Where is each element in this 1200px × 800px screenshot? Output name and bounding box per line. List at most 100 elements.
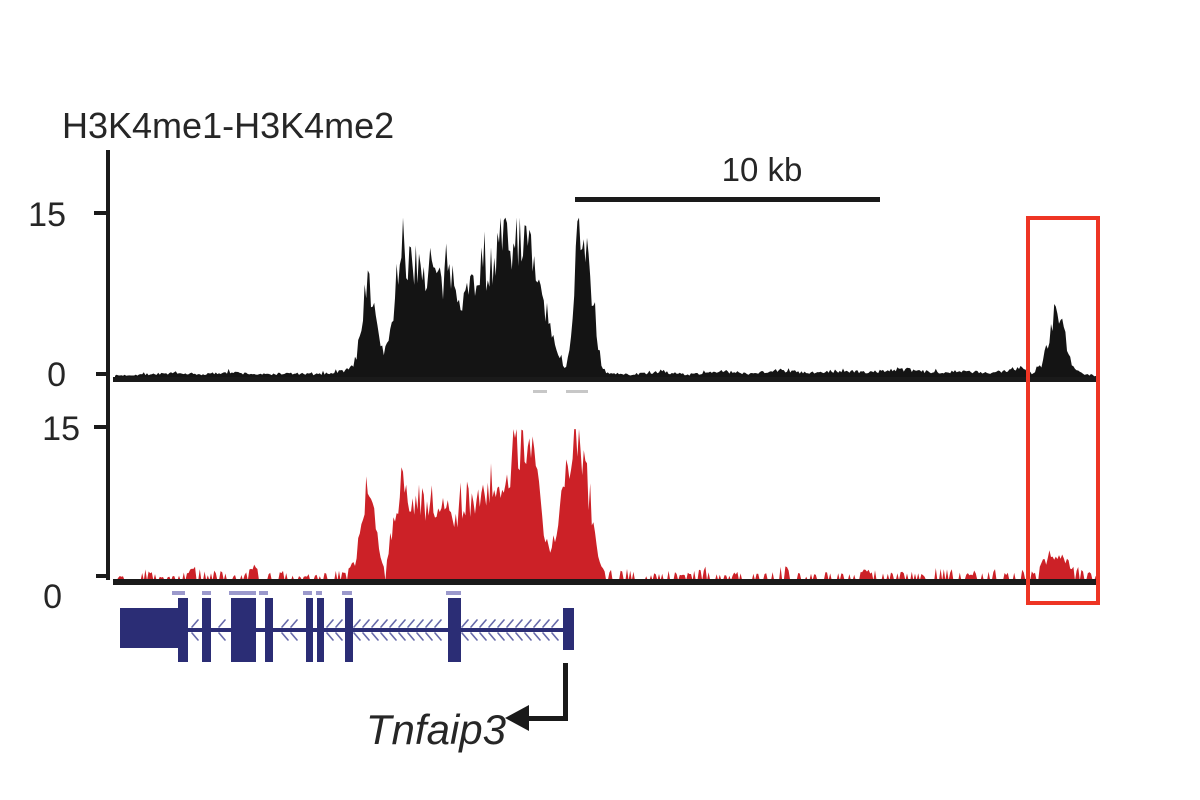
exon xyxy=(345,598,353,662)
intron-chevron xyxy=(389,619,397,628)
annotation-dash xyxy=(172,591,185,595)
intron-chevron xyxy=(398,619,406,628)
intron-chevron xyxy=(326,619,334,628)
intron-chevron xyxy=(542,632,550,641)
intron-chevron xyxy=(488,632,496,641)
intron-chevron xyxy=(353,619,361,628)
scale-bar-label: 10 kb xyxy=(722,151,803,188)
scale-bar: 10 kb xyxy=(575,151,880,202)
signal-area-2 xyxy=(115,429,1098,581)
y-tick-label-0-track1: 0 xyxy=(47,356,66,394)
tss-arrow xyxy=(505,663,568,731)
intron-chevron xyxy=(281,619,289,628)
intron-chevron xyxy=(380,619,388,628)
intron-chevron xyxy=(380,632,388,641)
baseline-smudge xyxy=(533,390,547,393)
intron-chevron xyxy=(506,632,514,641)
baseline-smudge xyxy=(566,390,588,393)
intron-chevron xyxy=(281,632,289,641)
intron-chevron xyxy=(506,619,514,628)
intron-chevron xyxy=(371,619,379,628)
intron-chevron xyxy=(416,619,424,628)
intron-chevron xyxy=(551,632,559,641)
intron-chevron xyxy=(218,632,226,641)
intron-chevron xyxy=(425,619,433,628)
intron-chevron xyxy=(335,632,343,641)
y-tick-0-track2 xyxy=(96,574,108,578)
intron-chevron xyxy=(335,619,343,628)
intron-chevron xyxy=(362,632,370,641)
annotation-dash xyxy=(446,591,461,595)
intron-chevron xyxy=(416,632,424,641)
exon xyxy=(317,598,324,662)
tss-arrow-vertical xyxy=(563,663,568,721)
annotation-dash xyxy=(202,591,211,595)
annotation-dash xyxy=(316,591,322,595)
intron-chevron xyxy=(434,632,442,641)
intron-chevron xyxy=(398,632,406,641)
track1-baseline xyxy=(113,377,1099,382)
y-axis: 15 0 15 0 xyxy=(28,150,110,616)
intron-line xyxy=(178,628,573,632)
chipseq-track-red xyxy=(115,429,1098,581)
exon xyxy=(306,598,313,662)
tss-arrow-horizontal xyxy=(519,716,568,721)
exon xyxy=(178,598,188,662)
intron-chevron xyxy=(290,619,298,628)
intron-chevron xyxy=(542,619,550,628)
y-tick-label-15-track1: 15 xyxy=(28,196,66,234)
intron-chevron xyxy=(470,619,478,628)
intron-chevron xyxy=(362,619,370,628)
exon xyxy=(120,608,178,648)
intron-chevron xyxy=(371,632,379,641)
y-tick-15-track2 xyxy=(94,425,108,429)
intron-chevron xyxy=(290,632,298,641)
intron-chevron xyxy=(515,619,523,628)
intron-chevron xyxy=(470,632,478,641)
intron-chevron xyxy=(479,619,487,628)
intron-chevron xyxy=(191,632,199,641)
intron-chevron xyxy=(434,619,442,628)
exon xyxy=(448,598,461,662)
intron-chevron xyxy=(407,632,415,641)
intron-chevron xyxy=(425,632,433,641)
chipseq-track-black xyxy=(115,217,1098,380)
scale-bar-line xyxy=(575,197,880,202)
y-tick-label-0-track2: 0 xyxy=(43,578,62,616)
y-tick-0-track1 xyxy=(96,372,108,376)
gene-model-tnfaip3 xyxy=(120,591,574,662)
intron-chevron xyxy=(533,619,541,628)
tss-arrowhead-icon xyxy=(505,705,529,731)
y-tick-label-15-track2: 15 xyxy=(42,410,80,448)
exon xyxy=(231,598,256,662)
annotation-dash xyxy=(342,591,352,595)
intron-chevron xyxy=(218,619,226,628)
highlight-box xyxy=(1026,216,1100,605)
track2-baseline xyxy=(113,579,1099,585)
intron-chevron xyxy=(524,619,532,628)
intron-chevron xyxy=(479,632,487,641)
intron-chevron xyxy=(326,632,334,641)
intron-chevron xyxy=(497,619,505,628)
intron-chevron xyxy=(461,619,469,628)
intron-chevron xyxy=(389,632,397,641)
intron-chevron xyxy=(497,632,505,641)
signal-area-1 xyxy=(115,217,1098,380)
intron-chevron xyxy=(533,632,541,641)
figure-title: H3K4me1-H3K4me2 xyxy=(62,105,394,146)
intron-chevron xyxy=(551,619,559,628)
intron-chevron xyxy=(488,619,496,628)
y-tick-15-track1 xyxy=(94,211,108,215)
exon xyxy=(202,598,211,662)
intron-chevron xyxy=(407,619,415,628)
gene-name-label: Tnfaip3 xyxy=(366,706,506,753)
annotation-dash xyxy=(229,591,256,595)
intron-chevron xyxy=(191,619,199,628)
annotation-dash xyxy=(259,591,268,595)
intron-chevron xyxy=(353,632,361,641)
intron-chevron xyxy=(515,632,523,641)
intron-chevron xyxy=(461,632,469,641)
exon xyxy=(265,598,273,662)
